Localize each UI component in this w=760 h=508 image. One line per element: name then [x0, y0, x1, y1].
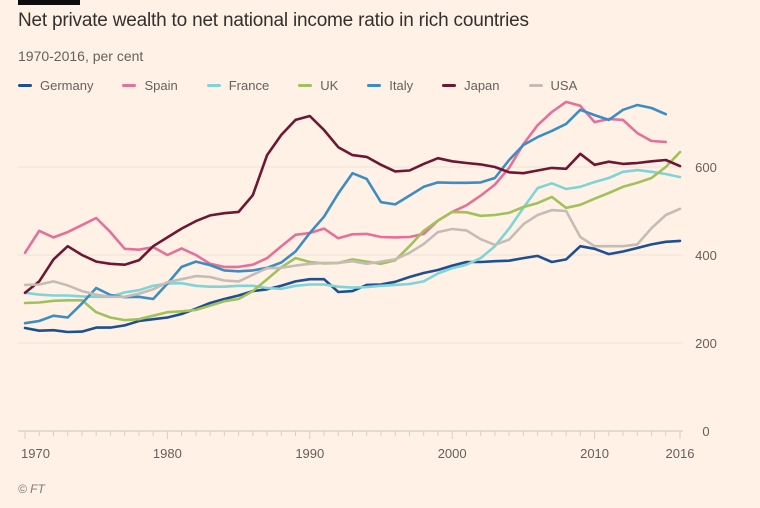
series-line-france: [23, 168, 682, 299]
series-line-usa: [23, 207, 682, 299]
legend: Germany Spain France UK Italy Japan USA: [18, 78, 606, 93]
legend-swatch-france: [206, 84, 221, 87]
x-tick-label: 1980: [153, 446, 182, 461]
legend-item-japan: Japan: [442, 78, 500, 93]
x-tick-label: 2000: [438, 446, 467, 461]
legend-label: Japan: [464, 78, 500, 93]
series-lines: [23, 100, 682, 334]
x-tick-label: 2016: [666, 446, 695, 461]
x-tick-label: 1990: [295, 446, 324, 461]
y-tick-label: 0: [702, 424, 709, 439]
chart-title: Net private wealth to net national incom…: [18, 10, 529, 31]
legend-label: Italy: [389, 78, 414, 93]
series-line-italy: [23, 103, 668, 325]
legend-label: USA: [550, 78, 578, 93]
chart-subtitle: 1970-2016, per cent: [18, 48, 144, 64]
y-axis: 0 200 400 600: [695, 160, 717, 439]
legend-label: France: [228, 78, 270, 93]
legend-item-spain: Spain: [122, 78, 178, 93]
legend-label: UK: [320, 78, 339, 93]
series-line-germany: [23, 239, 682, 334]
legend-swatch-germany: [18, 84, 32, 87]
legend-label: Germany: [40, 78, 94, 93]
legend-item-france: France: [206, 78, 270, 93]
ft-brand-bar: [18, 0, 80, 5]
series-line-uk: [23, 150, 682, 322]
source-credit: © FT: [18, 482, 45, 496]
x-axis: 1970 1980 1990 2000 2010 2016: [21, 431, 694, 461]
legend-label: Spain: [144, 78, 178, 93]
legend-item-usa: USA: [528, 78, 578, 93]
legend-swatch-usa: [528, 84, 543, 87]
legend-swatch-italy: [367, 84, 382, 87]
y-tick-label: 600: [695, 160, 717, 175]
x-tick-label: 1970: [21, 446, 50, 461]
legend-item-germany: Germany: [18, 78, 93, 93]
legend-item-italy: Italy: [367, 78, 413, 93]
legend-swatch-spain: [122, 84, 137, 87]
series-line-spain: [23, 100, 668, 269]
legend-item-uk: UK: [298, 78, 338, 93]
series-line-japan: [23, 114, 682, 295]
legend-swatch-uk: [298, 84, 313, 87]
y-tick-label: 200: [695, 336, 717, 351]
y-tick-label: 400: [695, 248, 717, 263]
x-tick-label: 2010: [580, 446, 609, 461]
gridlines: [18, 166, 683, 432]
legend-swatch-japan: [442, 84, 457, 87]
